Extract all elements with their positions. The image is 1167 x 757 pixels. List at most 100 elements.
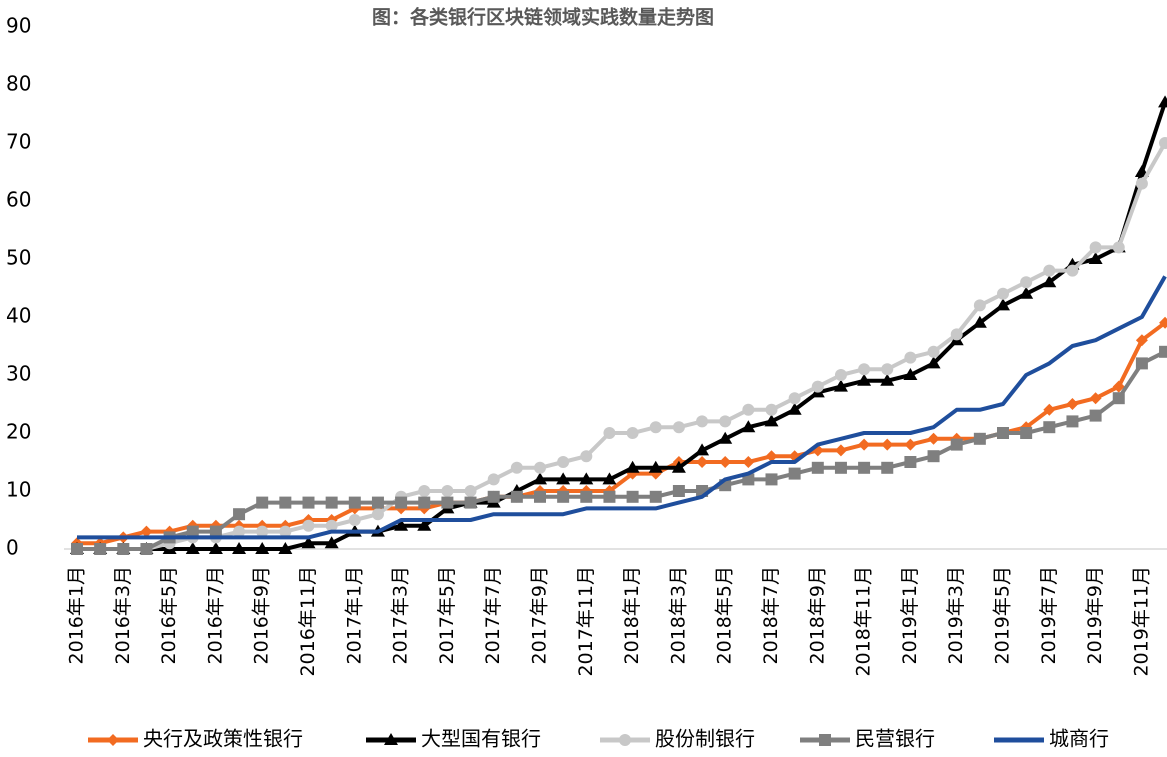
point xyxy=(1158,95,1167,108)
x-tick-label: 2017年7月 xyxy=(482,566,504,664)
point xyxy=(1020,427,1033,439)
point xyxy=(696,415,709,428)
legend-label: 城商行 xyxy=(1049,727,1109,751)
point xyxy=(834,369,847,381)
point xyxy=(324,536,339,549)
point xyxy=(1089,392,1102,405)
point xyxy=(1020,276,1033,289)
point xyxy=(696,456,709,468)
point xyxy=(741,420,756,433)
y-tick-label: 10 xyxy=(6,478,31,502)
point xyxy=(208,542,223,554)
point xyxy=(811,380,824,393)
point xyxy=(278,542,293,554)
x-tick-label: 2018年9月 xyxy=(806,566,828,664)
x-tick-label: 2016年11月 xyxy=(297,566,319,677)
point xyxy=(487,473,500,486)
point xyxy=(232,542,247,554)
point xyxy=(858,461,871,474)
y-tick-label: 70 xyxy=(6,130,31,154)
point xyxy=(626,490,639,503)
y-tick-label: 80 xyxy=(6,72,31,96)
point xyxy=(1112,241,1125,254)
point xyxy=(325,519,338,532)
legend-label: 民营银行 xyxy=(855,727,935,751)
point xyxy=(441,485,454,497)
point xyxy=(718,431,733,444)
legend-marker xyxy=(819,734,831,746)
x-tick-label: 2019年9月 xyxy=(1084,566,1106,664)
x-tick-label: 2016年5月 xyxy=(158,566,180,664)
point xyxy=(302,519,315,532)
point xyxy=(626,427,639,439)
point xyxy=(996,298,1010,311)
point xyxy=(1043,421,1056,434)
point xyxy=(881,461,894,474)
point xyxy=(787,402,802,415)
point xyxy=(1159,316,1167,329)
x-tick-label: 2019年5月 xyxy=(992,566,1014,664)
legend-label: 央行及政策性银行 xyxy=(143,727,303,751)
x-tick-label: 2017年9月 xyxy=(529,566,551,664)
point xyxy=(603,490,616,503)
point xyxy=(325,496,338,509)
point xyxy=(1066,415,1079,428)
point xyxy=(209,525,222,538)
x-tick-label: 2016年1月 xyxy=(66,566,88,664)
y-tick-label: 30 xyxy=(6,362,31,386)
point xyxy=(464,485,477,497)
x-tick-label: 2018年3月 xyxy=(667,566,689,664)
point xyxy=(185,542,200,554)
point xyxy=(765,403,778,416)
point xyxy=(927,345,940,358)
point xyxy=(279,525,292,538)
point xyxy=(301,536,316,549)
point xyxy=(394,518,409,531)
point xyxy=(1043,264,1056,277)
x-tick-label: 2017年3月 xyxy=(390,566,412,664)
x-tick-label: 2019年11月 xyxy=(1130,566,1152,677)
point xyxy=(557,490,570,503)
point xyxy=(648,460,663,473)
point xyxy=(742,403,755,416)
point xyxy=(348,496,361,509)
point xyxy=(1135,357,1148,370)
point xyxy=(1088,252,1103,264)
point xyxy=(649,421,662,434)
point xyxy=(1019,286,1034,299)
y-tick-label: 50 xyxy=(6,246,31,270)
x-tick-label: 2017年5月 xyxy=(436,566,458,664)
legend-marker xyxy=(619,734,631,746)
chart-title: 图：各类银行区块链领域实践数量走势图 xyxy=(372,6,714,29)
point xyxy=(695,443,710,456)
point xyxy=(371,508,384,521)
legend-label: 股份制银行 xyxy=(655,727,755,751)
point xyxy=(834,444,847,457)
point xyxy=(1042,275,1057,288)
point xyxy=(742,456,755,468)
point xyxy=(997,427,1009,439)
point xyxy=(71,543,83,555)
point xyxy=(973,432,986,445)
point xyxy=(556,472,571,485)
point xyxy=(441,496,454,509)
x-tick-label: 2016年9月 xyxy=(251,566,273,664)
point xyxy=(256,496,269,509)
point xyxy=(927,432,940,445)
point xyxy=(880,373,895,386)
x-tick-label: 2018年5月 xyxy=(714,566,736,664)
point xyxy=(904,438,917,451)
y-tick-label: 60 xyxy=(6,188,31,212)
point xyxy=(1089,241,1102,254)
point xyxy=(1159,137,1167,149)
point xyxy=(1112,380,1125,393)
point xyxy=(857,373,872,386)
point xyxy=(371,496,384,509)
x-tick-label: 2018年7月 xyxy=(760,566,782,664)
point xyxy=(625,460,640,473)
point xyxy=(233,525,246,538)
point xyxy=(140,525,153,538)
point xyxy=(764,414,779,427)
x-tick-label: 2017年1月 xyxy=(343,566,365,664)
